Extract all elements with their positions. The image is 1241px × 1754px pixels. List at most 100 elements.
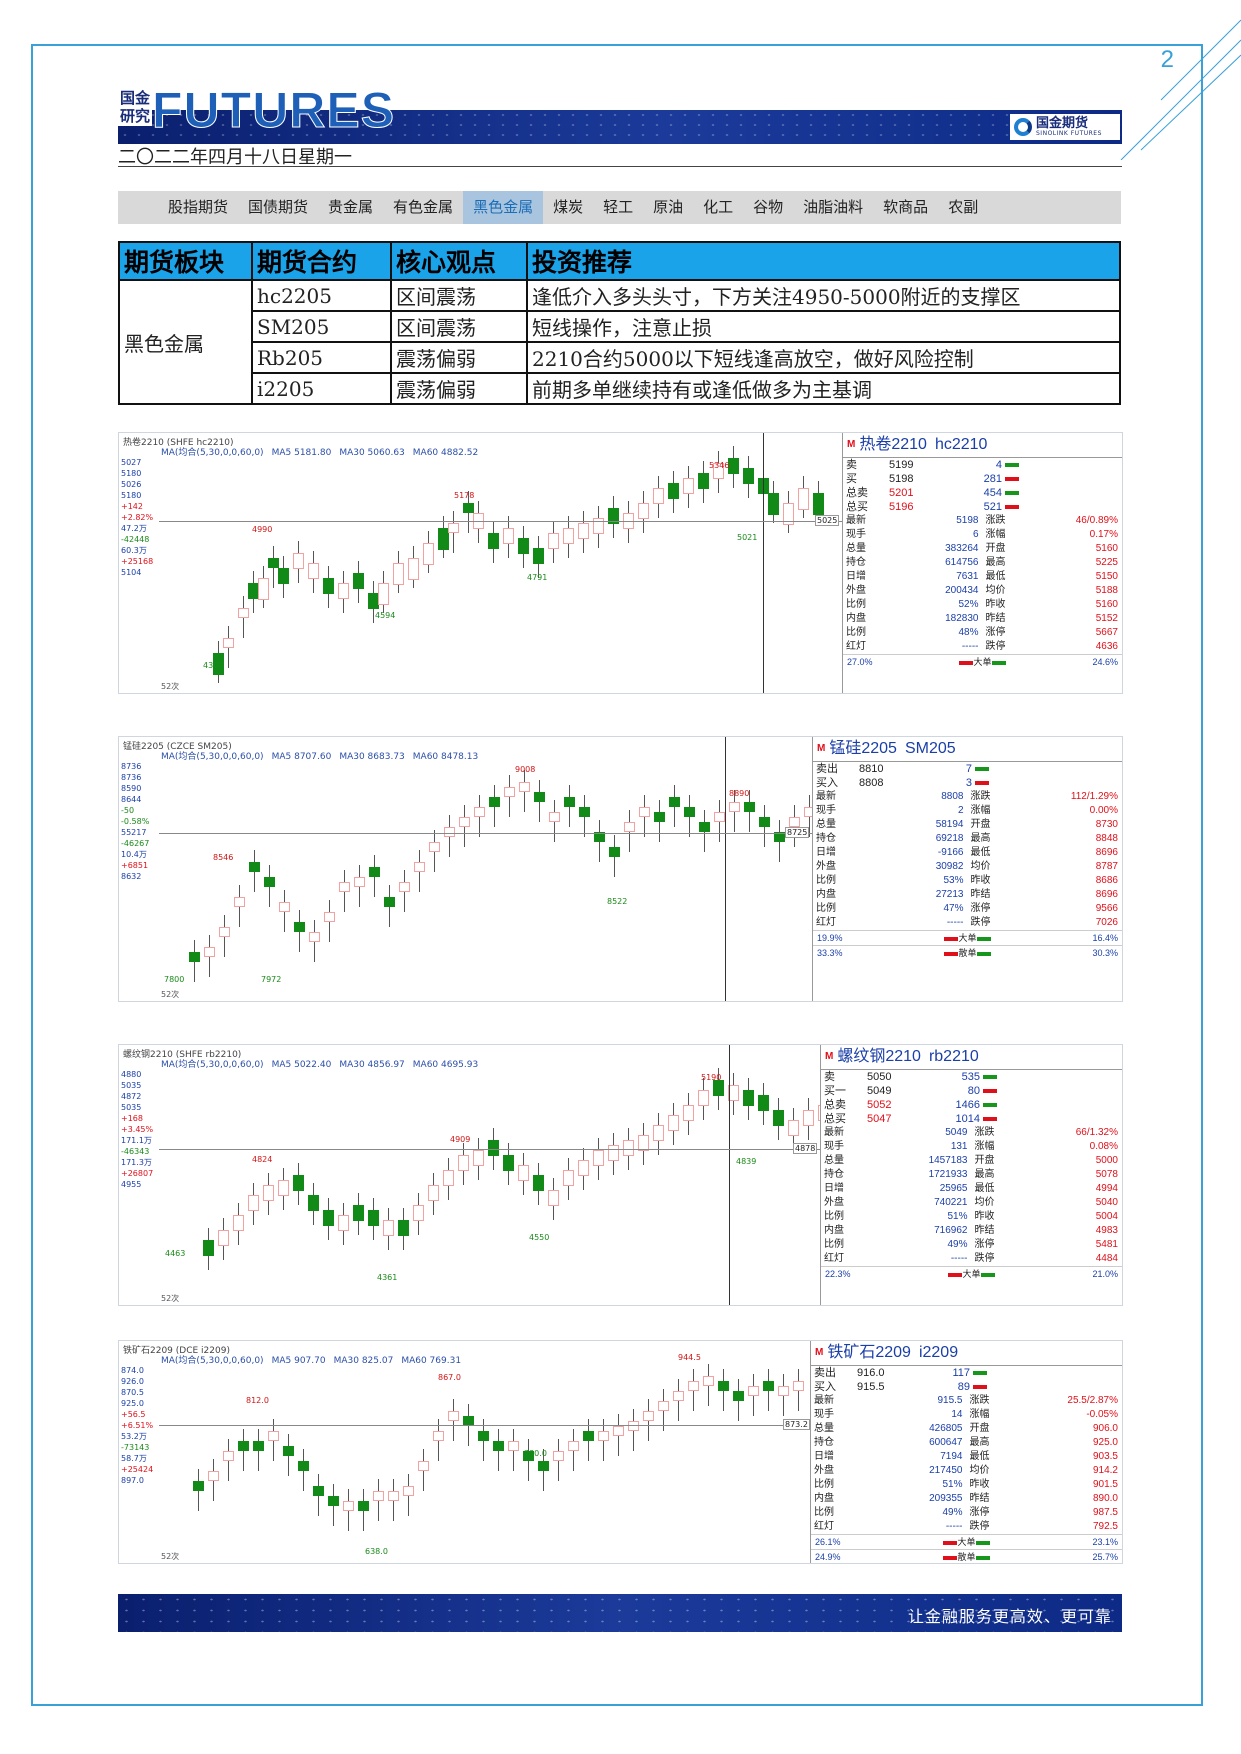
price-column-value: -50: [121, 806, 135, 815]
candle: [328, 1496, 339, 1506]
order-book-row: 总买 5047 1014: [821, 1112, 1122, 1126]
chart-panel-hc2210: 热卷2210 (SHFE hc2210) MA(均合(5,30,0,0,60,0)…: [118, 432, 1123, 694]
book-volume: 89: [957, 1381, 970, 1393]
candle: [253, 1441, 264, 1451]
order-size-row: 27.0% 大单 24.6%: [843, 654, 1122, 669]
candle: [668, 1115, 679, 1131]
candle: [238, 1441, 249, 1451]
quote-cell: 涨幅: [970, 805, 991, 816]
quote-cell: 开盘: [970, 819, 991, 830]
quote-cell: 7194: [940, 1451, 963, 1462]
footer-band: 让金融服务更高效、更可靠: [118, 1594, 1122, 1632]
book-price: 915.5: [857, 1381, 885, 1393]
candle: [639, 807, 650, 817]
nav-item[interactable]: 油脂油料: [803, 198, 864, 216]
order-size-row: 22.3% 大单 21.0%: [821, 1266, 1122, 1281]
quote-box: M 锰硅2205 SM205 卖出 8810 7 买入 8808 3 最新 8808 涨跌 112/1.…: [812, 737, 1122, 1001]
candle: [534, 792, 545, 802]
contract-cell: SM205: [251, 310, 392, 343]
candle: [458, 1155, 469, 1171]
candle: [798, 488, 809, 510]
book-label: 总卖: [846, 487, 868, 499]
price-column-value: 53.2万: [121, 1432, 147, 1441]
quote-cell: 昨收: [970, 875, 991, 886]
candle: [293, 553, 304, 569]
quote-cell: 涨跌: [969, 1395, 990, 1406]
nav-item[interactable]: 软商品: [883, 198, 929, 216]
book-label: 买入: [814, 1381, 836, 1393]
book-label: 卖: [846, 459, 857, 471]
quote-cell: 1457183: [928, 1155, 968, 1166]
quote-row: 红灯 ----- 跌停 4484: [821, 1252, 1122, 1266]
quote-row: 持仓 1721933 最高 5078: [821, 1168, 1122, 1182]
candle: [638, 503, 649, 519]
quote-cell: 58194: [935, 819, 964, 830]
ma-legend: MA(均合(5,30,0,0,60,0) MA5 5022.40 MA30 4856…: [161, 1057, 486, 1070]
chart-footer-label: 52次: [161, 990, 180, 999]
market-icon: M: [825, 1051, 834, 1062]
quote-cell: 涨跌: [970, 791, 991, 802]
volume-bar: [972, 776, 989, 790]
quote-cell: 901.5: [1092, 1479, 1118, 1490]
quote-cell: 昨收: [985, 599, 1006, 610]
candle: [393, 563, 404, 585]
candle: [193, 1481, 204, 1491]
nav-item[interactable]: 煤炭: [553, 198, 584, 216]
quote-cell: 49%: [942, 1507, 963, 1518]
price-column: 874.0 926.0 870.5 925.0 +56.5 +6.51% 53.2万 -731…: [121, 1365, 161, 1486]
book-label: 卖出: [814, 1367, 836, 1379]
nav-item[interactable]: 轻工: [603, 198, 634, 216]
contract-code: i2209: [918, 1344, 959, 1361]
candle: [268, 558, 279, 568]
nav-item[interactable]: 黑色金属: [463, 191, 544, 224]
candle: [668, 483, 679, 499]
candle: [624, 822, 635, 832]
order-size-name: 大单: [957, 1537, 976, 1547]
nav-item[interactable]: 有色金属: [393, 198, 454, 216]
quote-cell: 昨结: [970, 889, 991, 900]
table-row: 黑色金属 hc2205 区间震荡 逢低介入多头头寸，下方关注4950-5000附…: [118, 279, 1121, 405]
quote-cell: 昨结: [969, 1493, 990, 1504]
logo-en: SINOLINK FUTURES: [1036, 130, 1102, 137]
nav-item[interactable]: 国债期货: [248, 198, 309, 216]
nav-item[interactable]: 贵金属: [328, 198, 374, 216]
quote-row: 比例 49% 涨停 5481: [821, 1238, 1122, 1252]
price-column-value: 5035: [121, 1103, 142, 1112]
candle: [563, 528, 574, 544]
price-column-value: 4955: [121, 1180, 142, 1189]
quote-cell: 5150: [1095, 571, 1118, 582]
quote-cell: -----: [945, 1521, 963, 1532]
candle: [713, 463, 724, 479]
nav-item[interactable]: 股指期货: [168, 198, 229, 216]
quote-row: 总量 1457183 开盘 5000: [821, 1154, 1122, 1168]
quote-cell: 开盘: [974, 1155, 995, 1166]
candle: [688, 1381, 699, 1391]
nav-item[interactable]: 农副: [948, 198, 979, 216]
nav-item[interactable]: 谷物: [753, 198, 784, 216]
th-sector: 期货板块: [118, 241, 253, 281]
quote-row: 红灯 ----- 跌停 7026: [813, 916, 1122, 930]
order-size-row: 19.9% 大单 16.4%: [813, 930, 1122, 945]
quote-title: M 螺纹钢2210 rb2210: [821, 1045, 1122, 1070]
book-label: 卖: [824, 1071, 835, 1083]
contract-code: SM205: [904, 740, 956, 757]
nav-item[interactable]: 化工: [703, 198, 734, 216]
quote-cell: 5188: [1095, 585, 1118, 596]
quote-cell: 614756: [945, 557, 979, 568]
quote-cell: 1721933: [928, 1169, 968, 1180]
quote-cell: 日增: [816, 847, 836, 858]
order-size-right: 30.3%: [1092, 948, 1118, 958]
candle: [238, 608, 249, 618]
quote-cell: 5481: [1095, 1239, 1118, 1250]
candle: [594, 832, 605, 842]
candle: [268, 1431, 279, 1441]
candle: [463, 503, 474, 513]
quote-cell: 外盘: [816, 861, 836, 872]
quote-cell: 740221: [934, 1197, 968, 1208]
book-label: 总买: [824, 1113, 846, 1125]
nav-item[interactable]: 原油: [653, 198, 684, 216]
quote-cell: 46/0.89%: [1075, 515, 1118, 526]
quote-row: 外盘 30982 均价 8787: [813, 860, 1122, 874]
quote-row: 最新 8808 涨跌 112/1.29%: [813, 790, 1122, 804]
candle: [578, 1160, 589, 1176]
